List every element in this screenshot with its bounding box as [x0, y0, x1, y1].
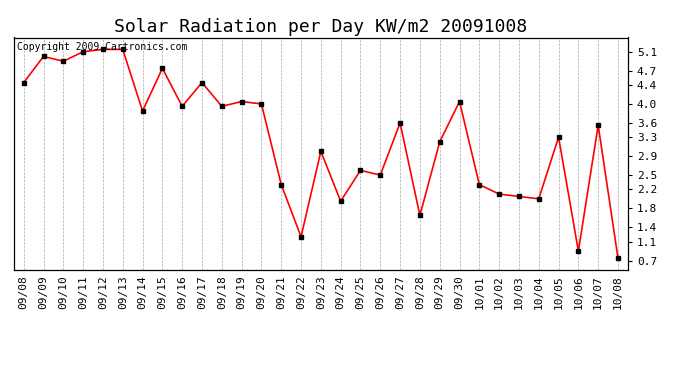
Text: Copyright 2009 Cartronics.com: Copyright 2009 Cartronics.com [17, 42, 187, 52]
Title: Solar Radiation per Day KW/m2 20091008: Solar Radiation per Day KW/m2 20091008 [115, 18, 527, 36]
